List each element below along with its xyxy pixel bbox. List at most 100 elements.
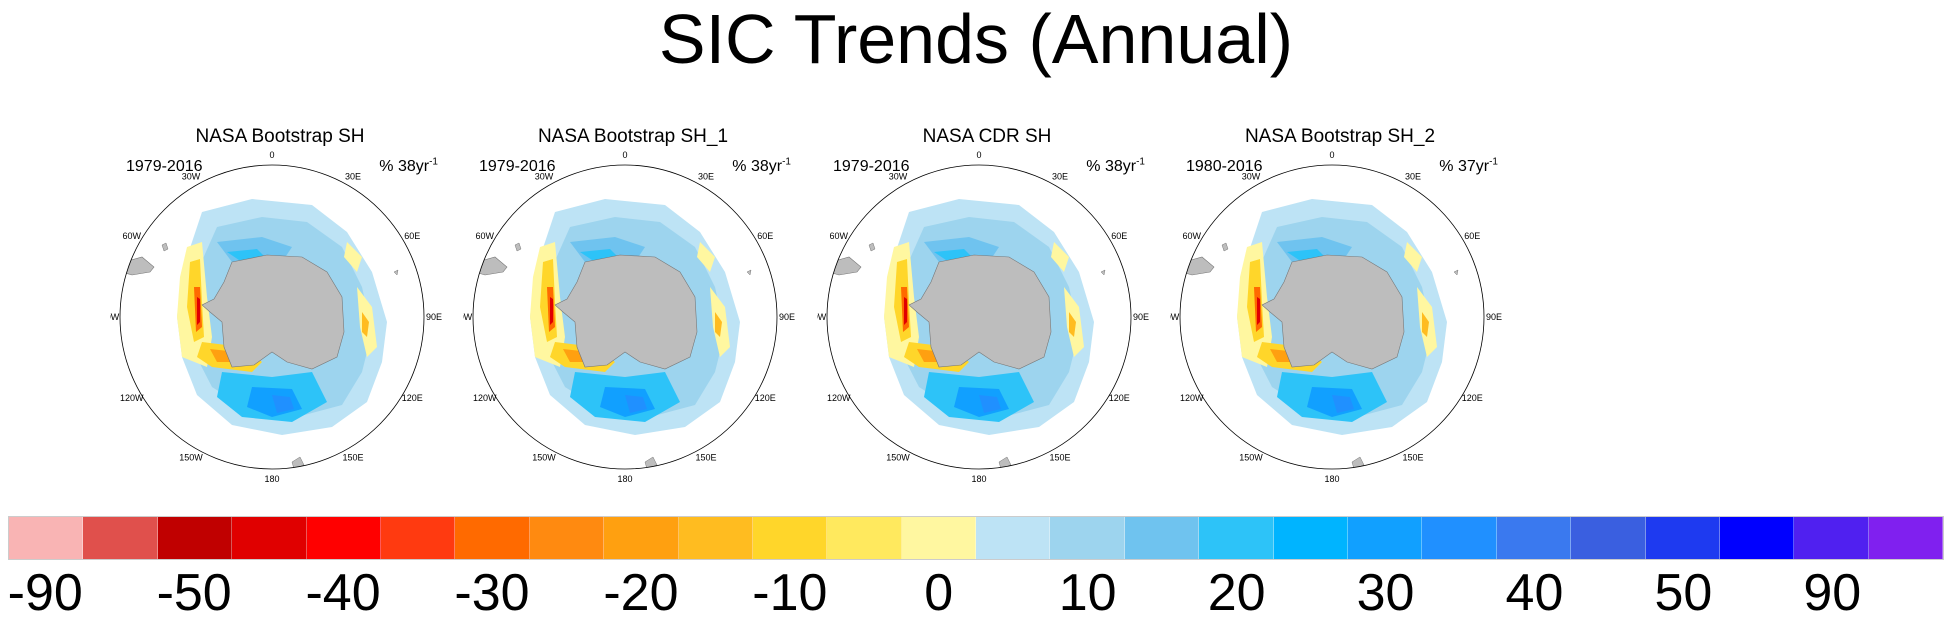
colorbar-cell xyxy=(83,517,158,559)
longitude-label: 120E xyxy=(402,393,423,403)
island-landmass xyxy=(393,269,399,276)
longitude-label: 30W xyxy=(182,172,201,182)
polar-map: 0 30E 60E 90E 120E 150E 180 150W 120W 90W 60W 30W xyxy=(110,150,442,484)
longitude-label: 150E xyxy=(695,452,716,462)
longitude-label: 120W xyxy=(827,393,851,403)
longitude-label: 150W xyxy=(1239,452,1263,462)
colorbar-label: 50 xyxy=(1654,564,1713,622)
longitude-label: 30E xyxy=(345,172,361,182)
longitude-label: 30W xyxy=(889,172,908,182)
panel-title: NASA Bootstrap SH xyxy=(195,126,365,147)
map-content xyxy=(1181,199,1459,469)
colorbar-label: -20 xyxy=(603,564,679,622)
map-panel: 0 30E 60E 90E 120E 150E 180 150W 120W 90W 60W 30W NA… xyxy=(463,120,803,485)
ice-trend-region xyxy=(550,297,553,325)
longitude-label: 90W xyxy=(110,312,120,322)
colorbar-cell xyxy=(380,517,456,559)
longitude-label: 90E xyxy=(779,312,795,322)
colorbar-cell xyxy=(455,517,530,559)
island-landmass xyxy=(868,242,876,252)
ice-trend-region xyxy=(697,242,715,272)
antarctica-landmass xyxy=(1261,254,1405,370)
panel-units: % 38yr-1 xyxy=(379,157,438,176)
antarctica-landmass xyxy=(201,254,345,370)
island-landmass xyxy=(161,242,169,252)
ice-trend-region xyxy=(1332,395,1354,413)
panel-title: NASA CDR SH xyxy=(922,126,1052,147)
ice-trend-region xyxy=(1051,242,1069,272)
colorbar-cell xyxy=(1273,517,1349,559)
island-landmass xyxy=(1100,269,1106,276)
longitude-label: 90W xyxy=(817,312,827,322)
panel-units-text: % 38yr xyxy=(1086,158,1137,175)
longitude-label: 60W xyxy=(1182,231,1201,241)
panel-units-text: % 38yr xyxy=(732,158,783,175)
longitude-label: 180 xyxy=(617,474,632,484)
ice-trend-region xyxy=(904,297,907,325)
antarctica-landmass xyxy=(908,254,1052,370)
colorbar-cell xyxy=(529,517,605,559)
longitude-label: 120W xyxy=(120,393,144,403)
colorbar-cell xyxy=(827,517,902,559)
longitude-label: 90E xyxy=(426,312,442,322)
colorbar-label: 40 xyxy=(1505,564,1564,622)
colorbar-cell xyxy=(232,517,307,559)
panel-period: 1979-2016 xyxy=(479,158,556,175)
longitude-label: 120E xyxy=(1462,393,1483,403)
longitude-label: 120W xyxy=(1180,393,1204,403)
colorbar-cell xyxy=(9,517,84,559)
ice-trend-region xyxy=(272,395,294,413)
colorbar-label: -30 xyxy=(454,564,530,622)
colorbar-label: 90 xyxy=(1803,564,1862,622)
ice-trend-region xyxy=(979,395,1001,413)
longitude-label: 0 xyxy=(622,150,627,160)
colorbar-cell xyxy=(1794,517,1869,559)
longitude-label: 60W xyxy=(122,231,141,241)
longitude-label: 30W xyxy=(535,172,554,182)
colorbar-cell xyxy=(1124,517,1200,559)
colorbar-label: -10 xyxy=(752,564,828,622)
longitude-label: 30E xyxy=(1052,172,1068,182)
ice-trend-region xyxy=(344,242,362,272)
polar-map: 0 30E 60E 90E 120E 150E 180 150W 120W 90W 60W 30W xyxy=(1170,150,1502,484)
colorbar-label: -50 xyxy=(156,564,232,622)
panel-title: NASA Bootstrap SH_1 xyxy=(537,126,729,147)
panel-period: 1979-2016 xyxy=(126,158,203,175)
longitude-label: 0 xyxy=(269,150,274,160)
ice-trend-region xyxy=(1422,312,1429,337)
longitude-label: 60W xyxy=(475,231,494,241)
colorbar xyxy=(8,516,1944,560)
ice-trend-region xyxy=(1069,312,1076,337)
longitude-label: 90W xyxy=(1170,312,1180,322)
colorbar-cell xyxy=(1050,517,1125,559)
colorbar-label: 0 xyxy=(924,564,954,622)
panel-units: % 38yr-1 xyxy=(732,156,791,176)
panel-units-exponent: -1 xyxy=(782,156,791,168)
ice-trend-region xyxy=(1257,297,1260,325)
panel-title: NASA Bootstrap SH_2 xyxy=(1244,126,1436,147)
longitude-label: 150E xyxy=(1402,452,1423,462)
panel-units-exponent: -1 xyxy=(1136,156,1145,168)
colorbar-label: 20 xyxy=(1207,564,1266,622)
map-panel: 0 30E 60E 90E 120E 150E 180 150W 120W 90W 60W 30W NA… xyxy=(1170,120,1510,485)
longitude-label: 90W xyxy=(463,312,473,322)
polar-map: 0 30E 60E 90E 120E 150E 180 150W 120W 90W 60W 30W xyxy=(463,150,795,484)
colorbar-cell xyxy=(306,517,381,559)
longitude-label: 150E xyxy=(1049,452,1070,462)
longitude-label: 90E xyxy=(1486,312,1502,322)
longitude-label: 180 xyxy=(264,474,279,484)
island-landmass xyxy=(514,242,522,252)
colorbar-cell xyxy=(1348,517,1423,559)
map-boundary-circle xyxy=(472,164,778,470)
map-panel: 0 30E 60E 90E 120E 150E 180 150W 120W 90W 60W 30W NA… xyxy=(110,120,450,485)
map-boundary-circle xyxy=(1179,164,1485,470)
colorbar-cell xyxy=(1496,517,1572,559)
colorbar-cell xyxy=(752,517,828,559)
map-boundary-circle xyxy=(119,164,425,470)
panel-period: 1980-2016 xyxy=(1186,158,1263,175)
colorbar-label: -90 xyxy=(7,564,83,622)
longitude-label: 150W xyxy=(532,452,556,462)
panel-units-text: % 38yr xyxy=(379,158,430,175)
colorbar-cell xyxy=(1645,517,1720,559)
longitude-label: 120W xyxy=(473,393,497,403)
